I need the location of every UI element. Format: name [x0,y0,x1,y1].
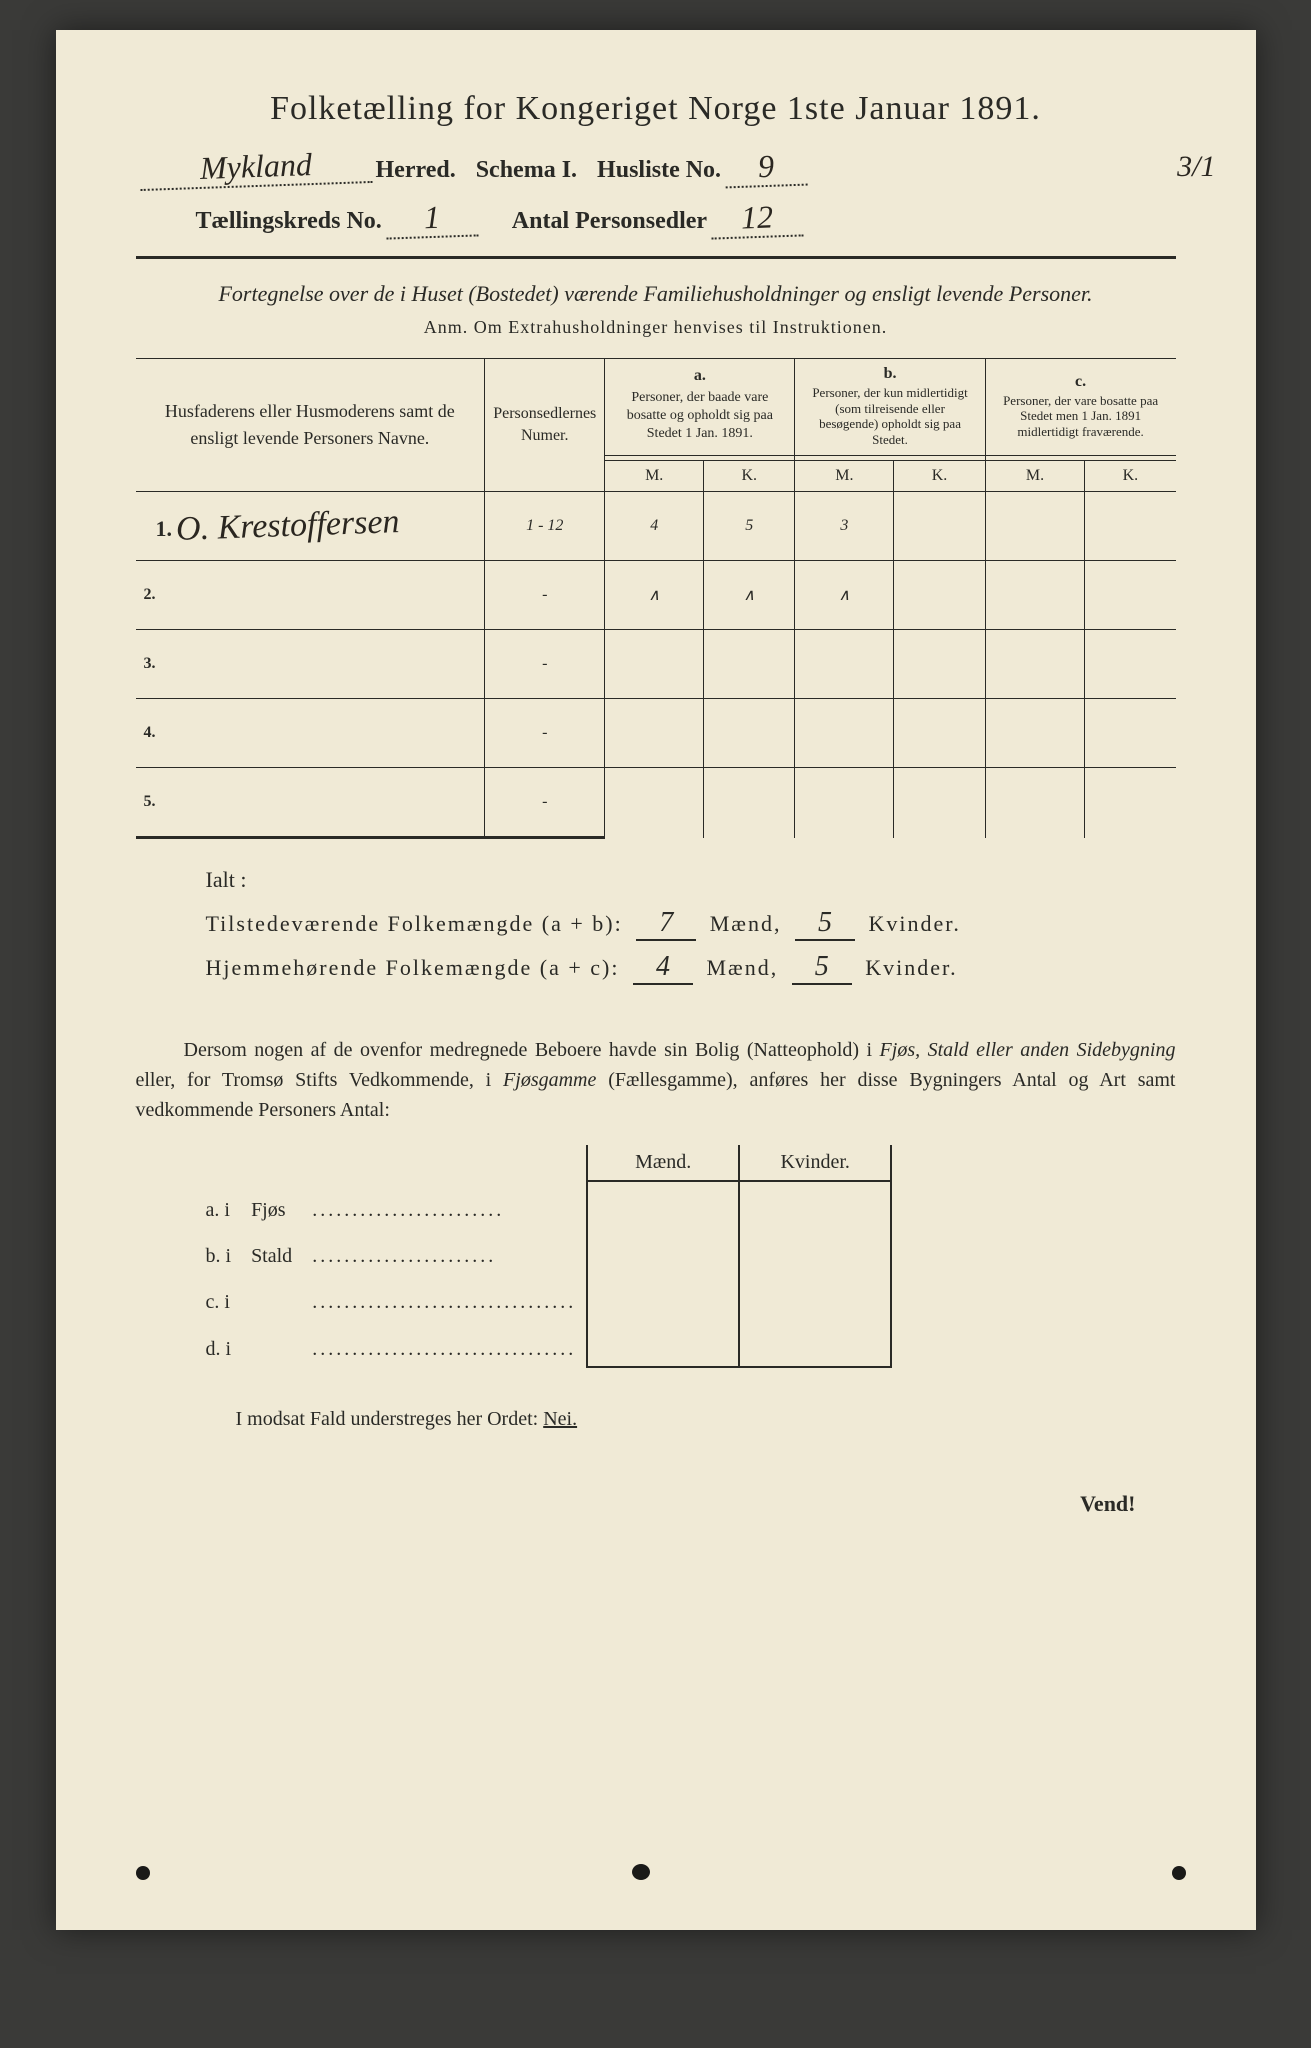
divider [136,256,1176,259]
nei-word: Nei. [543,1408,577,1430]
antal-value: 12 [710,197,803,239]
cell-ck [1085,492,1176,561]
cell-ck [1085,768,1176,838]
cell-pers: 1 - 12 [485,492,605,561]
cell-am: ∧ [605,561,704,630]
th-c-k: K. [1085,461,1176,492]
turn-page-label: Vend! [136,1491,1176,1517]
th-names: Husfaderens eller Husmoderens samt de en… [136,359,485,492]
cell-ak: 5 [704,492,795,561]
header-line-1: Mykland Herred. Schema I. Husliste No. 9 [136,148,1176,187]
side-head-m: Mænd. [587,1145,739,1181]
husliste-value: 9 [724,147,807,189]
husliste-label: Husliste No. [597,157,721,184]
cell-bk [894,561,985,630]
cell-bk [894,768,985,838]
ink-spot [1172,1866,1186,1880]
cell-ck [1085,630,1176,699]
cell-am [605,699,704,768]
cell-bm [795,630,894,699]
cell-name: 2. [136,561,485,630]
header-line-2: Tællingskreds No. 1 Antal Personsedler 1… [196,199,1176,238]
cell-pers: - [485,768,605,838]
cell-am [605,630,704,699]
cell-ck [1085,561,1176,630]
totals-block: Ialt : Tilstedeværende Folkemængde (a + … [206,867,1176,985]
totals-resident: Hjemmehørende Folkemængde (a + c): 4 Mæn… [206,951,1176,985]
side-building-table: Mænd. Kvinder. a. i Fjøs ...............… [196,1145,893,1368]
cell-name: 3. [136,630,485,699]
th-group-a: a. Personer, der baade vare bosatte og o… [605,359,795,456]
th-c-m: M. [985,461,1085,492]
census-table: Husfaderens eller Husmoderens samt de en… [136,358,1176,839]
cell-ck [1085,699,1176,768]
side-row: c. i ................................. [196,1274,892,1320]
side-row: d. i ................................. [196,1320,892,1367]
cell-ak [704,699,795,768]
th-a-m: M. [605,461,704,492]
th-b-k: K. [894,461,985,492]
kreds-value: 1 [385,197,478,239]
cell-bk [894,699,985,768]
th-b-m: M. [795,461,894,492]
cell-cm [985,492,1085,561]
cell-bk [894,492,985,561]
herred-value: Mykland [139,144,372,191]
kreds-label: Tællingskreds No. [196,208,382,235]
th-a-k: K. [704,461,795,492]
antal-label: Antal Personsedler [512,208,707,235]
cell-pers: - [485,630,605,699]
cell-cm [985,630,1085,699]
cell-bm: ∧ [795,561,894,630]
cell-pers: - [485,699,605,768]
cell-ak [704,768,795,838]
cell-cm [985,561,1085,630]
cell-ak: ∧ [704,561,795,630]
subtitle: Fortegnelse over de i Huset (Bostedet) v… [136,281,1176,307]
cell-name: 1. O. Krestoffersen [136,492,485,561]
th-persnum: Personsedlernes Numer. [485,359,605,492]
totals-present: Tilstedeværende Folkemængde (a + b): 7 M… [206,907,1176,941]
cell-name: 5. [136,768,485,838]
ink-spot [632,1864,650,1880]
census-form-page: Folketælling for Kongeriget Norge 1ste J… [56,30,1256,1930]
cell-name: 4. [136,699,485,768]
table-row: 1. O. Krestoffersen 1 - 12 4 5 3 [136,492,1176,561]
cell-bm: 3 [795,492,894,561]
ink-spot [136,1866,150,1880]
cell-bm [795,699,894,768]
cell-am [605,768,704,838]
cell-cm [985,768,1085,838]
side-building-paragraph: Dersom nogen af de ovenfor medregnede Be… [136,1035,1176,1125]
cell-bm [795,768,894,838]
table-row: 3. - [136,630,1176,699]
table-row: 5. - [136,768,1176,838]
side-row: b. i Stald ....................... [196,1228,892,1274]
table-row: 2. - ∧ ∧ ∧ [136,561,1176,630]
side-head-k: Kvinder. [739,1145,891,1181]
table-row: 4. - [136,699,1176,768]
th-group-c: c. Personer, der vare bosatte paa Stedet… [985,359,1175,456]
side-row: a. i Fjøs ........................ [196,1181,892,1228]
herred-label: Herred. [376,157,456,184]
cell-bk [894,630,985,699]
cell-pers: - [485,561,605,630]
schema-label: Schema I. [476,157,577,184]
cell-am: 4 [605,492,704,561]
cell-ak [704,630,795,699]
cell-cm [985,699,1085,768]
margin-note: 3/1 [1177,150,1215,184]
th-group-b: b. Personer, der kun midlertidigt (som t… [795,359,985,456]
nei-line: I modsat Fald understreges her Ordet: Ne… [236,1408,1176,1431]
annotation-note: Anm. Om Extrahusholdninger henvises til … [136,317,1176,338]
page-title: Folketælling for Kongeriget Norge 1ste J… [136,90,1176,128]
ialt-label: Ialt : [206,867,1176,893]
